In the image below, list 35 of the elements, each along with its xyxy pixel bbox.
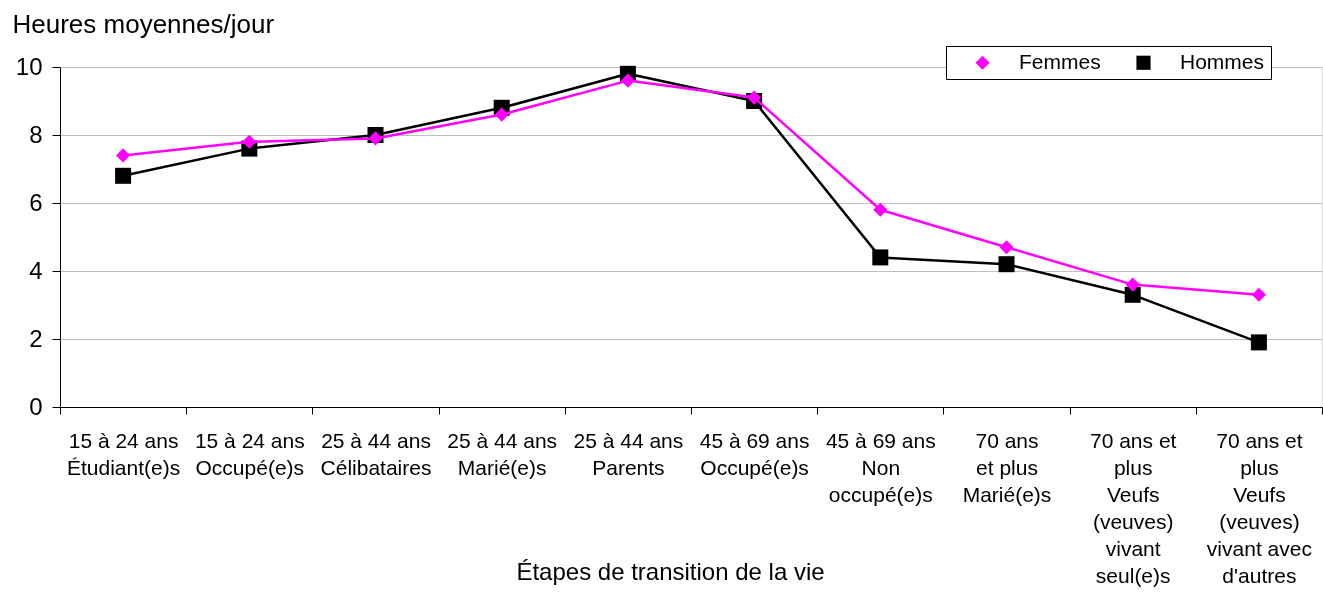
point <box>1125 277 1140 292</box>
x-tick-label: 25 à 44 ans Marié(e)s <box>447 428 558 479</box>
x-axis-title: Étapes de transition de la vie <box>516 557 825 585</box>
point <box>494 107 509 122</box>
x-tick-label: 70 ans et plus Veufs (veuves) vivant seul(e)s <box>1090 428 1177 587</box>
x-tick-label: 45 à 69 ans Non occupé(e)s <box>825 428 936 506</box>
legend-label: Hommes <box>1180 49 1265 73</box>
point <box>620 73 635 88</box>
point <box>368 131 383 146</box>
y-axis-title: Heures moyennes/jour <box>12 8 275 39</box>
y-tick-label: 2 <box>29 324 43 352</box>
point <box>873 202 888 217</box>
point <box>872 249 889 266</box>
x-tick-label: 25 à 44 ans Parents <box>573 428 684 479</box>
y-tick-label: 0 <box>29 392 43 420</box>
point <box>1250 334 1267 351</box>
point <box>242 134 257 149</box>
x-tick-label: 70 ans et plus Marié(e)s <box>962 428 1052 506</box>
point <box>747 90 762 105</box>
x-tick-label: 25 à 44 ans Célibataires <box>320 428 432 479</box>
x-tick-label: 15 à 24 ans Étudiant(e)s <box>66 428 181 479</box>
y-tick-label: 8 <box>29 120 43 148</box>
point <box>999 240 1014 255</box>
x-tick-label: 45 à 69 ans Occupé(e)s <box>699 428 810 479</box>
legend-label: Femmes <box>1019 49 1101 73</box>
point <box>998 256 1015 273</box>
y-tick-label: 10 <box>15 52 43 80</box>
point <box>115 167 132 184</box>
point <box>116 148 131 163</box>
point <box>1251 287 1266 302</box>
point <box>1124 286 1141 303</box>
x-tick-label: 70 ans et plus Veufs (veuves) vivant avec d'autres <box>1206 428 1312 587</box>
y-tick-label: 6 <box>29 188 43 216</box>
y-tick-label: 4 <box>29 256 43 284</box>
x-tick-label: 15 à 24 ans Occupé(e)s <box>194 428 305 479</box>
